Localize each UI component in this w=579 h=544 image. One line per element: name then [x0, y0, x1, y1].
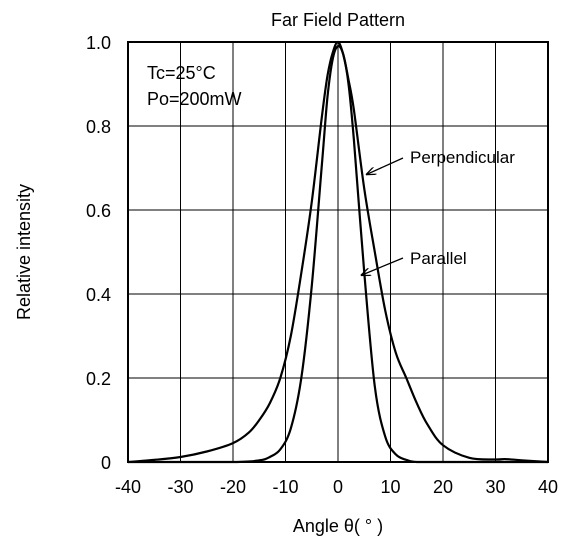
- x-tick-label: 20: [433, 477, 453, 497]
- y-tick-label: 1.0: [86, 33, 111, 53]
- x-tick-labels: -40 -30 -20 -10 0 10 20 30 40: [115, 477, 558, 497]
- x-tick-label: -20: [220, 477, 246, 497]
- grid-lines: [127, 41, 549, 463]
- series-line-perpendicular: [127, 40, 549, 464]
- x-tick-label: 0: [333, 477, 343, 497]
- conditions-box: Tc=25°C Po=200mW: [147, 63, 242, 109]
- annotation-arrow: [362, 257, 404, 275]
- x-tick-label: 10: [380, 477, 400, 497]
- chart-title: Far Field Pattern: [271, 10, 405, 30]
- x-tick-label: -30: [167, 477, 193, 497]
- y-tick-label: 0.2: [86, 369, 111, 389]
- data-curves: [127, 40, 549, 464]
- y-tick-label: 0.4: [86, 285, 111, 305]
- x-tick-label: 40: [538, 477, 558, 497]
- x-tick-label: 30: [485, 477, 505, 497]
- plot-frame: [127, 41, 549, 463]
- y-axis-label: Relative intensity: [14, 184, 34, 320]
- condition-temperature: Tc=25°C: [147, 63, 216, 83]
- y-tick-label: 0.8: [86, 117, 111, 137]
- y-tick-label: 0: [101, 453, 111, 473]
- x-tick-label: -10: [272, 477, 298, 497]
- curve-annotations: Perpendicular Parallel: [362, 148, 515, 275]
- x-axis-label: Angle θ( ° ): [293, 516, 383, 536]
- y-tick-labels: 0 0.2 0.4 0.6 0.8 1.0: [86, 33, 111, 473]
- annotation-label: Parallel: [410, 249, 467, 268]
- series-line-parallel: [128, 45, 548, 464]
- condition-power: Po=200mW: [147, 89, 242, 109]
- annotation-arrow: [367, 157, 404, 174]
- annotation-label: Perpendicular: [410, 148, 515, 167]
- y-tick-label: 0.6: [86, 201, 111, 221]
- x-tick-label: -40: [115, 477, 141, 497]
